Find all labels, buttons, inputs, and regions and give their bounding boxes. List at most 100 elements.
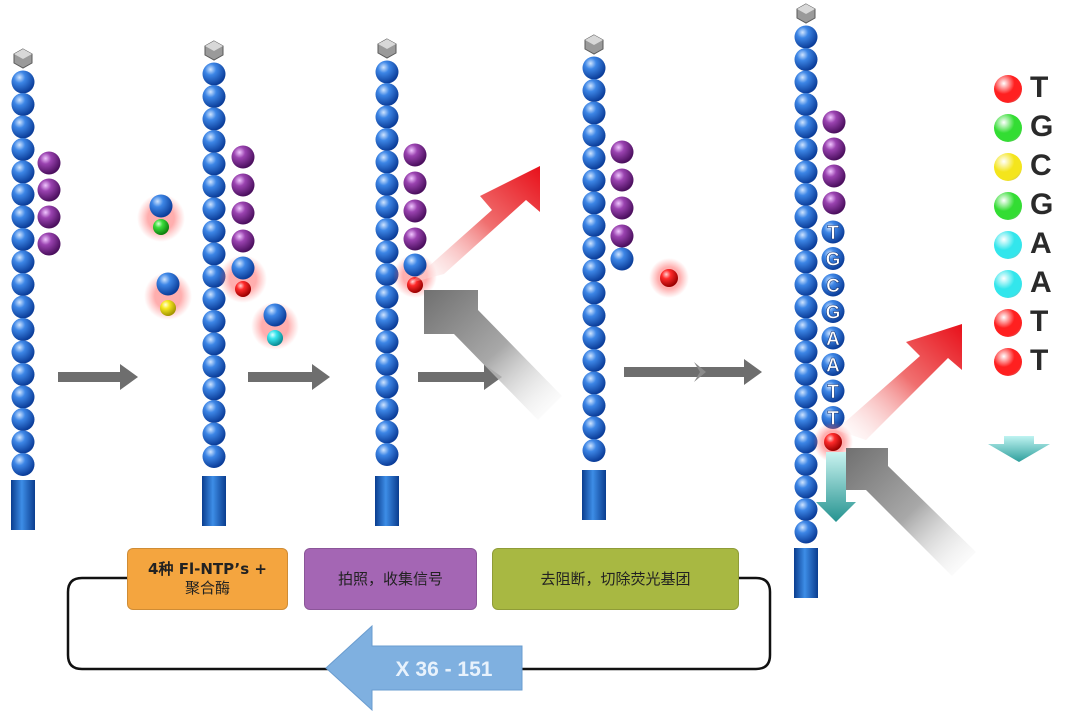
primer-bead — [610, 168, 634, 192]
strand-bead — [794, 250, 818, 274]
strand-bead — [794, 48, 818, 71]
legend-row: T — [990, 344, 1080, 377]
primer-bead — [231, 145, 255, 169]
strand-cap-top — [797, 4, 815, 14]
legend-base-letter: A — [1030, 266, 1052, 299]
sequenced-bead — [821, 326, 845, 350]
sequenced-base-letter: T — [827, 382, 839, 403]
strand-bead — [794, 160, 818, 184]
strand-bead — [11, 340, 35, 364]
strand-bead — [375, 195, 399, 219]
emission-arrow-1 — [410, 166, 540, 283]
strand-bead — [582, 349, 606, 372]
strand-bead — [794, 295, 818, 319]
strand-bead — [582, 169, 606, 192]
strand-bead — [582, 124, 606, 147]
fluorescence-glow — [144, 272, 192, 320]
primer-bead — [610, 196, 634, 220]
strand-bead — [794, 138, 818, 161]
strand-bead — [375, 375, 399, 399]
strand-bead — [582, 416, 606, 440]
strand-bead — [582, 371, 606, 395]
sequenced-base-letter: G — [826, 303, 841, 324]
step-add-nucleotides: 4种 Fl-NTP’s + 聚合酶 — [127, 548, 288, 610]
step-cleavage: 去阻断，切除荧光基团 — [492, 548, 739, 610]
strand-bead — [11, 408, 35, 431]
strand-bead — [794, 70, 818, 94]
strand-cap-top — [205, 41, 223, 51]
strand-bead — [582, 191, 606, 215]
legend-base-letter: G — [1030, 188, 1054, 221]
strand-bead — [794, 340, 818, 364]
strand-bead — [794, 228, 818, 251]
sequenced-base-letter: A — [826, 329, 840, 350]
strand-bead — [202, 197, 226, 221]
cleaved-fluor-red — [660, 269, 678, 287]
legend-row: G — [990, 188, 1080, 221]
incorporated-bead — [403, 253, 427, 277]
sequenced-bead — [821, 379, 845, 403]
strand-anchor — [794, 548, 818, 598]
strand-bead — [375, 150, 399, 174]
step1-line2: 聚合酶 — [184, 579, 230, 597]
sequenced-bead — [821, 353, 845, 376]
primer-bead — [822, 110, 846, 134]
sequenced-bead — [821, 273, 845, 297]
legend-row: C — [990, 150, 1080, 182]
legend-color-dot — [994, 231, 1022, 259]
legend-base-letter: T — [1030, 344, 1049, 377]
strand-bead — [582, 281, 606, 305]
fluor-green — [153, 219, 169, 235]
strand-bead — [794, 25, 818, 49]
strand-bead — [11, 205, 35, 229]
step-arrow-1 — [58, 364, 138, 390]
primer-bead — [231, 201, 255, 225]
sequenced-bead — [821, 247, 845, 270]
strand-bead — [794, 408, 818, 431]
strand-bead — [11, 115, 35, 139]
primer-bead — [231, 229, 255, 253]
strand-bead — [582, 146, 606, 170]
strand-bead — [375, 353, 399, 376]
strand-anchor — [582, 470, 606, 520]
strand-bead — [582, 439, 606, 462]
primer-bead — [403, 199, 427, 223]
strand-bead — [375, 420, 399, 444]
nucleotide-bead — [263, 303, 287, 327]
fluor-cyan — [267, 330, 283, 346]
step-arrow-2 — [248, 364, 330, 390]
sequenced-base-letter: A — [826, 356, 840, 377]
strand-bead — [202, 85, 226, 108]
legend-color-dot — [994, 153, 1022, 181]
strand-bead — [794, 115, 818, 139]
legend-color-dot — [994, 75, 1022, 103]
strand-bead — [11, 93, 35, 116]
legend-down-arrow — [988, 436, 1050, 462]
legend-row: T — [990, 306, 1080, 338]
strand-bead — [202, 422, 226, 446]
strand-bead — [794, 205, 818, 229]
strand-bead — [11, 385, 35, 409]
legend-color-dot — [994, 192, 1022, 220]
primer-bead — [403, 143, 427, 167]
strand-cap-top — [585, 35, 603, 45]
primer-bead — [231, 173, 255, 197]
fluor-red — [235, 281, 251, 297]
primer-bead — [403, 227, 427, 251]
strand-bead — [794, 520, 818, 544]
strand-anchor — [375, 476, 399, 526]
strand-bead — [11, 430, 35, 454]
strand-bead — [582, 259, 606, 282]
excitation-arrow-2 — [846, 448, 976, 576]
strand-bead — [375, 173, 399, 196]
strand-bead — [794, 430, 818, 454]
cycle-count-label: X 36 - 151 — [396, 658, 493, 681]
incorporated-bead — [231, 256, 255, 280]
strand-bead — [202, 445, 226, 468]
fluor-yellow — [160, 300, 176, 316]
primer-bead — [37, 205, 61, 229]
strand-bead — [202, 175, 226, 198]
legend-row: A — [990, 266, 1080, 299]
